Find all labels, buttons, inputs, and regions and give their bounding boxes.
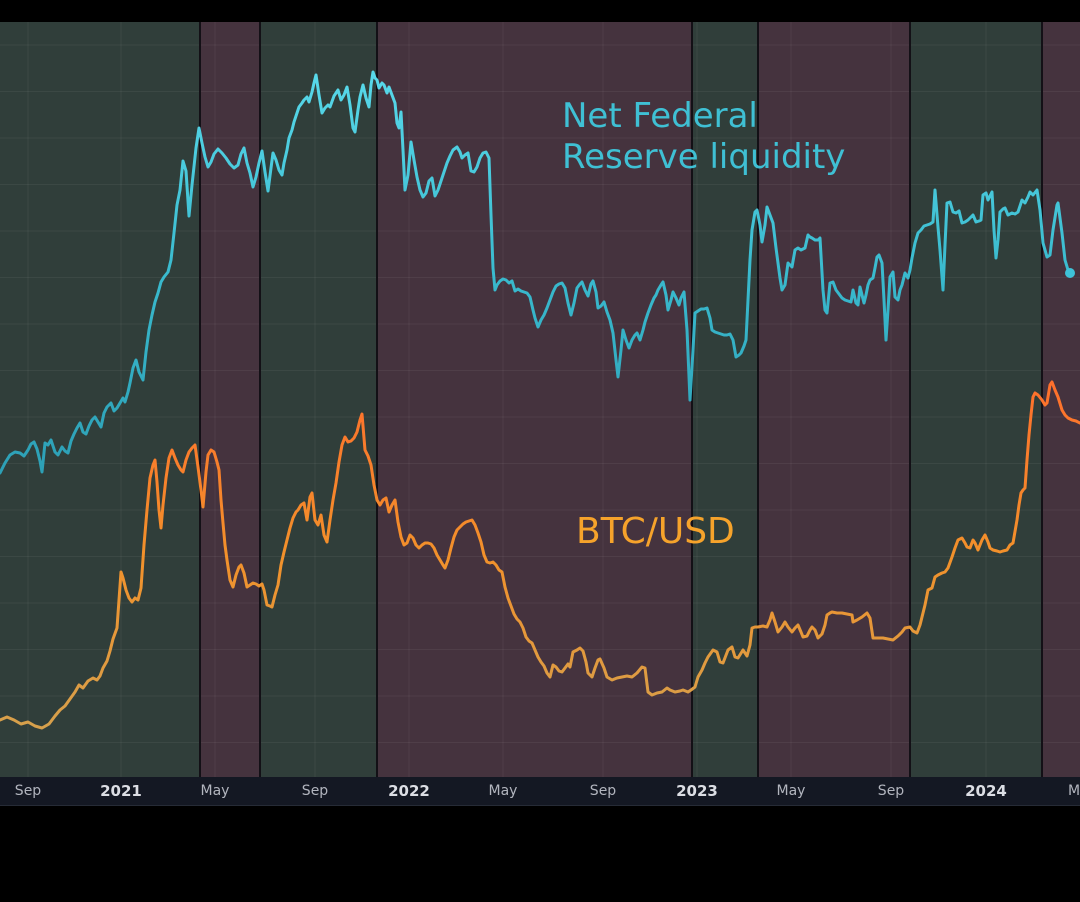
top-black-bar (0, 0, 1080, 22)
btc-series-label: BTC/USD (576, 511, 735, 552)
time-axis-label-sep: Sep (14, 783, 42, 799)
time-axis-label-may: May (776, 783, 806, 799)
regime-band-green (260, 22, 377, 777)
time-axis-label-may: May (200, 783, 230, 799)
regime-band-maroon (1042, 22, 1080, 777)
time-axis-label-sep: Sep (301, 783, 329, 799)
time-axis-label-may: May (488, 783, 518, 799)
bottom-black-bar (0, 806, 1080, 902)
chart-area[interactable] (0, 22, 1080, 777)
time-axis-label-2024: 2024 (965, 782, 1007, 800)
liquidity-series-label: Net Federal Reserve liquidity (562, 96, 846, 177)
regime-band-maroon (200, 22, 260, 777)
time-axis[interactable]: Sep 2021 May Sep 2022 May Sep 2023 May Sep 2024 M (0, 777, 1080, 806)
regime-band-green (0, 22, 200, 777)
time-axis-label-2023: 2023 (676, 782, 718, 800)
time-axis-label-sep: Sep (589, 783, 617, 799)
time-axis-label-2021: 2021 (100, 782, 142, 800)
time-axis-label-m: M (1067, 783, 1080, 799)
time-axis-label-2022: 2022 (388, 782, 430, 800)
regime-band-green (910, 22, 1042, 777)
time-axis-label-sep: Sep (877, 783, 905, 799)
